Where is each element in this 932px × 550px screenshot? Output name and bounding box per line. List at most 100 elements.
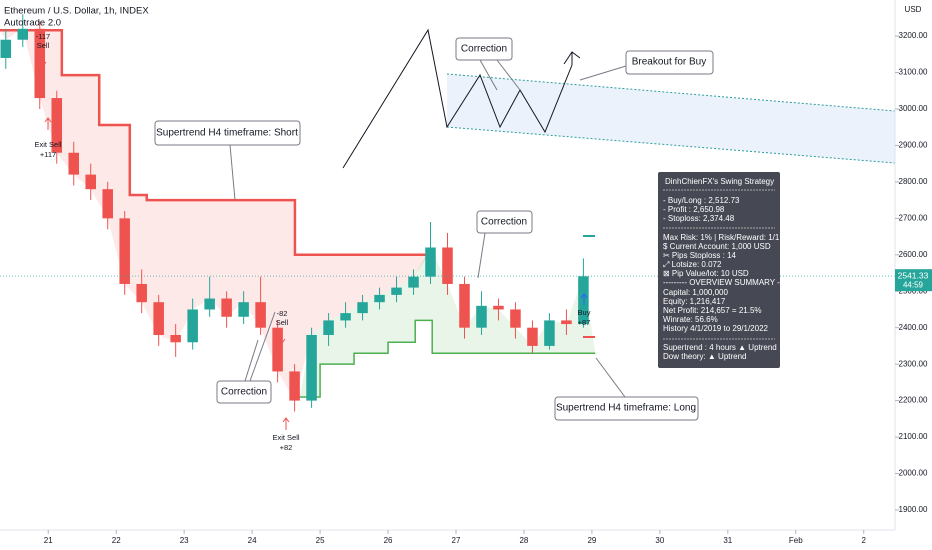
candle-body [187,309,198,343]
y-tick-label: 3000.00 [899,104,928,113]
candle-body [221,298,232,317]
x-tick-label: 26 [384,536,393,545]
x-tick-label: Feb [789,536,803,545]
candle-body [323,320,334,335]
x-tick-label: 24 [248,536,257,545]
chart-subtitle: Autotrade 2.0 [4,18,61,29]
candle-body [204,298,215,310]
chart-title: Ethereum / U.S. Dollar, 1h, INDEX [4,6,149,17]
info-title: DinhChienFX's Swing Strategy [665,177,774,186]
candle-body [119,218,130,284]
info-line: ✂ Pips Stoploss : 14 [663,251,737,260]
sell-arrow [39,55,47,67]
signal-text: Exit Sell [34,140,61,149]
candle-body [0,39,12,58]
signal-text: Sell [276,318,289,327]
candle-body [34,28,46,99]
callout-text: Supertrend H4 timeframe: Long [556,403,696,414]
y-tick-label: 2100.00 [899,432,928,441]
info-line: Equity: 1,216,417 [663,297,726,306]
callout-line [249,311,276,382]
candle-body [459,283,470,328]
candle-body [17,28,29,40]
candle-body [68,152,80,175]
callout-line [477,232,486,279]
candle-body [306,334,317,401]
supertrend-line [0,29,429,257]
x-tick-label: 22 [112,536,121,545]
y-axis-label: USD [905,5,922,14]
candle-body [255,302,266,328]
callout-line [579,65,627,81]
info-line: Capital: 1,000,000 [663,288,728,297]
channel-lower [446,126,896,164]
y-tick-label: 2400.00 [899,323,928,332]
last-price-box [895,269,932,292]
supertrend-fill [0,28,429,401]
info-line: History 4/1/2019 to 29/1/2022 [663,324,769,333]
candle-body [136,283,147,303]
signal-text: +87 [578,318,591,327]
x-tick-label: 2 [862,536,867,545]
y-tick-label: 2700.00 [899,213,928,222]
y-tick-label: 2000.00 [899,469,928,478]
x-tick-label: 23 [180,536,189,545]
x-tick-label: 25 [316,536,325,545]
callout-text: Correction [461,44,507,55]
exit-arrow [44,117,52,130]
exit-arrow [282,417,290,430]
candle-body [272,327,283,372]
callout-line [244,339,259,382]
callout-text: Correction [221,387,267,398]
candle-body [527,327,538,346]
info-box: DinhChienFX's Swing Strategy - Buy/Long … [658,172,802,368]
y-tick-label: 3100.00 [899,68,928,77]
candle-body [85,174,96,190]
candle-body [493,305,504,310]
supertrend-fill [299,247,596,397]
signal-text: +82 [280,443,293,452]
callout-line [496,59,521,91]
y-tick-label: 2800.00 [899,177,928,186]
candle-body [442,247,453,284]
info-line: - Stoploss: 2,374.48 [663,214,735,223]
callout-text: Breakout for Buy [632,57,706,68]
candle-body [102,189,113,219]
callout-line [479,59,498,91]
y-tick-label: 2300.00 [899,359,928,368]
signal-text: -82 [277,309,288,318]
buy-arrow [580,293,588,305]
signal-text: Exit Sell [272,433,299,442]
info-line: Max Risk: 1% | Risk/Reward: 1/1 [663,233,780,242]
time-axis-bg [0,530,932,550]
signal-text: +117 [40,150,56,159]
x-tick-label: 31 [723,536,732,545]
callout-line [229,144,236,201]
info-line: --------- OVERVIEW SUMMARY --------- [663,278,802,287]
candle-body [425,247,436,277]
callout-box [554,396,699,421]
candle-body [374,294,385,303]
candle-body [153,302,164,335]
candle-body [289,371,300,401]
signal-text: Sell [37,41,50,50]
y-tick-label: 2900.00 [899,141,928,150]
info-panel [658,172,780,368]
last-price-label: 2541.33 [898,270,929,280]
callout-text: Correction [481,217,527,228]
x-tick-label: 27 [452,536,461,545]
x-tick-label: 29 [587,536,596,545]
signals: -117 Sell Exit Sell +117 -82 Sell Exit S… [34,32,595,452]
annotations: Supertrend H4 timeframe: Short Correctio… [154,37,714,421]
x-tick-label: 21 [44,536,53,545]
y-tick-label: 2200.00 [899,396,928,405]
candle-body [391,287,402,295]
x-tick-label: 28 [519,536,528,545]
info-line: $ Current Account: 1,000 USD [663,242,771,251]
callout-box [476,210,533,234]
info-line: Dow theory: ▲ Uptrend [663,352,747,361]
callout-line [595,357,626,398]
y-tick-label: 3200.00 [899,31,928,40]
